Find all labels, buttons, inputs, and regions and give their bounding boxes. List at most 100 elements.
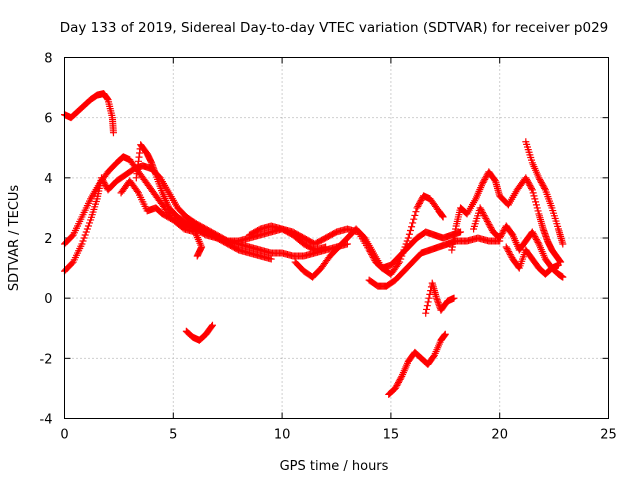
data-point-marker <box>505 249 513 257</box>
data-point-marker <box>478 180 486 188</box>
data-point-marker <box>482 174 490 182</box>
data-point-marker <box>79 237 87 245</box>
data-point-marker <box>412 208 420 216</box>
data-point-marker <box>477 205 485 213</box>
data-point-marker <box>508 230 516 238</box>
data-point-marker <box>559 240 567 248</box>
grid-lines <box>64 57 609 419</box>
data-point-marker <box>533 204 541 212</box>
data-point-marker <box>491 176 499 184</box>
data-point-marker <box>534 239 542 247</box>
data-point-marker <box>82 228 90 236</box>
y-tick-label: -2 <box>40 352 53 367</box>
data-point-marker <box>400 246 408 254</box>
x-tick-label: 10 <box>274 428 291 443</box>
y-tick-label: 4 <box>44 172 52 187</box>
data-point-marker <box>425 294 433 302</box>
satellite-trace-8 <box>291 192 447 281</box>
data-point-marker <box>395 377 403 385</box>
data-point-marker <box>391 384 399 392</box>
chart-title: Day 133 of 2019, Sidereal Day-to-day VTE… <box>60 20 609 36</box>
data-point-marker <box>535 174 543 182</box>
data-point-marker <box>81 231 89 239</box>
x-tick-label: 20 <box>491 428 508 443</box>
data-point-marker <box>480 177 488 185</box>
satellite-trace-9 <box>365 234 504 290</box>
x-tick-label: 5 <box>169 428 177 443</box>
satellite-trace-1 <box>61 90 117 137</box>
data-point-marker <box>498 229 506 237</box>
data-point-marker <box>397 374 405 382</box>
data-point-marker <box>482 214 490 222</box>
data-point-marker <box>101 180 109 188</box>
data-point-marker <box>497 231 505 239</box>
data-point-marker <box>486 222 494 230</box>
data-point-marker <box>529 229 537 237</box>
data-point-marker <box>537 178 545 186</box>
data-point-marker <box>522 174 530 182</box>
data-point-marker <box>481 175 489 183</box>
data-point-marker <box>406 226 414 234</box>
data-point-marker <box>529 189 537 197</box>
data-point-marker <box>99 177 107 185</box>
data-point-marker <box>531 195 539 203</box>
plot-frame <box>64 57 609 419</box>
data-point-marker <box>414 202 422 210</box>
data-point-marker <box>528 184 536 192</box>
data-point-marker <box>481 213 489 221</box>
data-point-marker <box>423 305 431 313</box>
y-axis-label: SDTVAR / TECUs <box>7 185 22 292</box>
data-point-marker <box>531 232 539 240</box>
satellite-trace-12 <box>448 168 565 266</box>
tick-labels: 0 5 10 15 20 25 -4 -2 0 2 4 6 8 <box>40 52 617 443</box>
data-point-marker <box>503 245 511 253</box>
data-point-marker <box>410 215 418 223</box>
data-point-marker <box>417 196 425 204</box>
data-point-marker <box>533 237 541 245</box>
data-point-marker <box>393 381 401 389</box>
data-point-marker <box>208 322 216 330</box>
data-point-marker <box>413 204 421 212</box>
data-point-marker <box>86 219 94 227</box>
data-point-marker <box>439 213 447 221</box>
x-axis-label: GPS time / hours <box>280 459 389 474</box>
data-point-marker <box>505 248 513 256</box>
data-point-marker <box>536 175 544 183</box>
data-point-marker <box>404 234 412 242</box>
satellite-trace-4 <box>132 141 275 263</box>
data-point-marker <box>532 234 540 242</box>
data-point-marker <box>395 378 403 386</box>
satellite-trace-14 <box>522 138 567 248</box>
data-point-marker <box>507 252 515 260</box>
data-point-marker <box>84 222 92 230</box>
data-point-marker <box>538 180 546 188</box>
x-tick-label: 25 <box>600 428 617 443</box>
data-point-marker <box>483 217 491 225</box>
satellite-trace-3 <box>61 162 351 275</box>
data-point-marker <box>208 321 216 329</box>
data-point-marker <box>100 178 108 186</box>
satellite-trace-15 <box>502 243 562 278</box>
data-point-marker <box>497 232 505 240</box>
data-point-marker <box>534 207 542 215</box>
data-point-marker <box>559 273 567 281</box>
satellite-trace-5 <box>117 177 206 260</box>
data-point-marker <box>395 260 403 268</box>
data-point-marker <box>528 228 536 236</box>
data-point-marker <box>528 186 536 194</box>
data-point-marker <box>405 230 413 238</box>
y-tick-label: 6 <box>44 112 52 127</box>
data-point-marker <box>496 234 504 242</box>
data-point-marker <box>415 199 423 207</box>
satellite-trace-6 <box>182 321 216 344</box>
data-point-marker <box>402 240 410 248</box>
data-point-marker <box>537 177 544 185</box>
x-tick-label: 0 <box>60 428 68 443</box>
data-point-marker <box>480 211 488 219</box>
data-point-marker <box>479 208 487 216</box>
data-point-marker <box>409 219 417 227</box>
data-point-marker <box>408 223 416 231</box>
data-point-marker <box>523 175 531 183</box>
data-point-marker <box>479 178 487 186</box>
data-point-marker <box>98 175 106 183</box>
